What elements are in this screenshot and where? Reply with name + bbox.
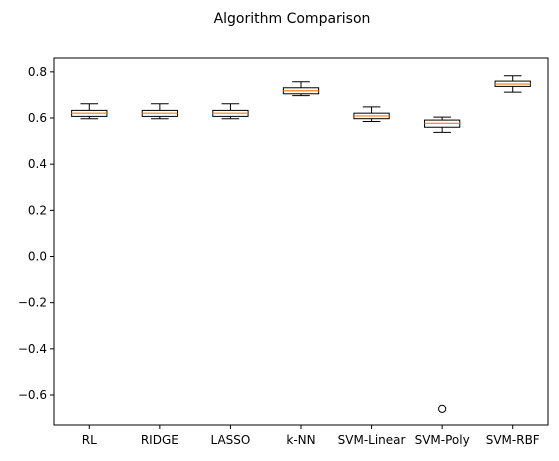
y-tick-label: 0.8 xyxy=(28,65,47,79)
y-tick-label: −0.2 xyxy=(18,296,47,310)
y-tick-label: −0.4 xyxy=(18,342,47,356)
x-tick-label: RIDGE xyxy=(141,433,179,447)
y-tick-label: 0.0 xyxy=(28,250,47,264)
axes-frame xyxy=(53,57,549,426)
y-tick-label: −0.6 xyxy=(18,388,47,402)
chart-title: Algorithm Comparison xyxy=(214,11,371,27)
y-tick-label: 0.2 xyxy=(28,203,47,217)
x-tick-label: RL xyxy=(82,433,97,447)
y-tick-label: 0.6 xyxy=(28,111,47,125)
x-tick-label: LASSO xyxy=(210,433,250,447)
x-tick-label: SVM-Linear xyxy=(338,433,406,447)
y-tick-label: 0.4 xyxy=(28,157,47,171)
x-tick-label: SVM-RBF xyxy=(486,433,540,447)
plot-area: −0.6 −0.4 −0.2 0.0 0.2 0.4 0.6 0.8 RL RIDGE LASSO k… xyxy=(18,57,549,447)
x-tick-label: SVM-Poly xyxy=(415,433,470,447)
outlier-point xyxy=(438,404,447,413)
x-tick-label: k-NN xyxy=(286,433,315,447)
